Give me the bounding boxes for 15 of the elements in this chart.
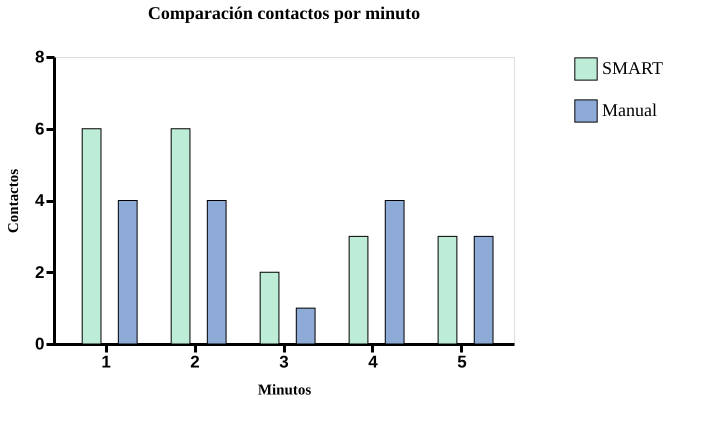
x-tick-label: 1: [101, 352, 111, 372]
legend-label: SMART: [602, 58, 663, 78]
legend-label: Manual: [602, 100, 657, 120]
y-tick-label: 4: [35, 191, 46, 210]
x-tick-label: 3: [279, 352, 289, 372]
y-tick-label: 0: [35, 334, 44, 354]
x-tick-label: 5: [457, 352, 467, 372]
x-tick-label: 2: [190, 352, 200, 372]
y-tick-label: 2: [35, 262, 44, 282]
x-axis-title: Minutos: [258, 382, 312, 398]
chart-title: Comparación contactos por minuto: [148, 3, 420, 23]
y-tick-label: 8: [35, 48, 44, 66]
y-tick-label: 6: [35, 119, 44, 138]
x-tick-label: 4: [368, 352, 378, 372]
y-axis-title: Contactos: [6, 168, 22, 234]
